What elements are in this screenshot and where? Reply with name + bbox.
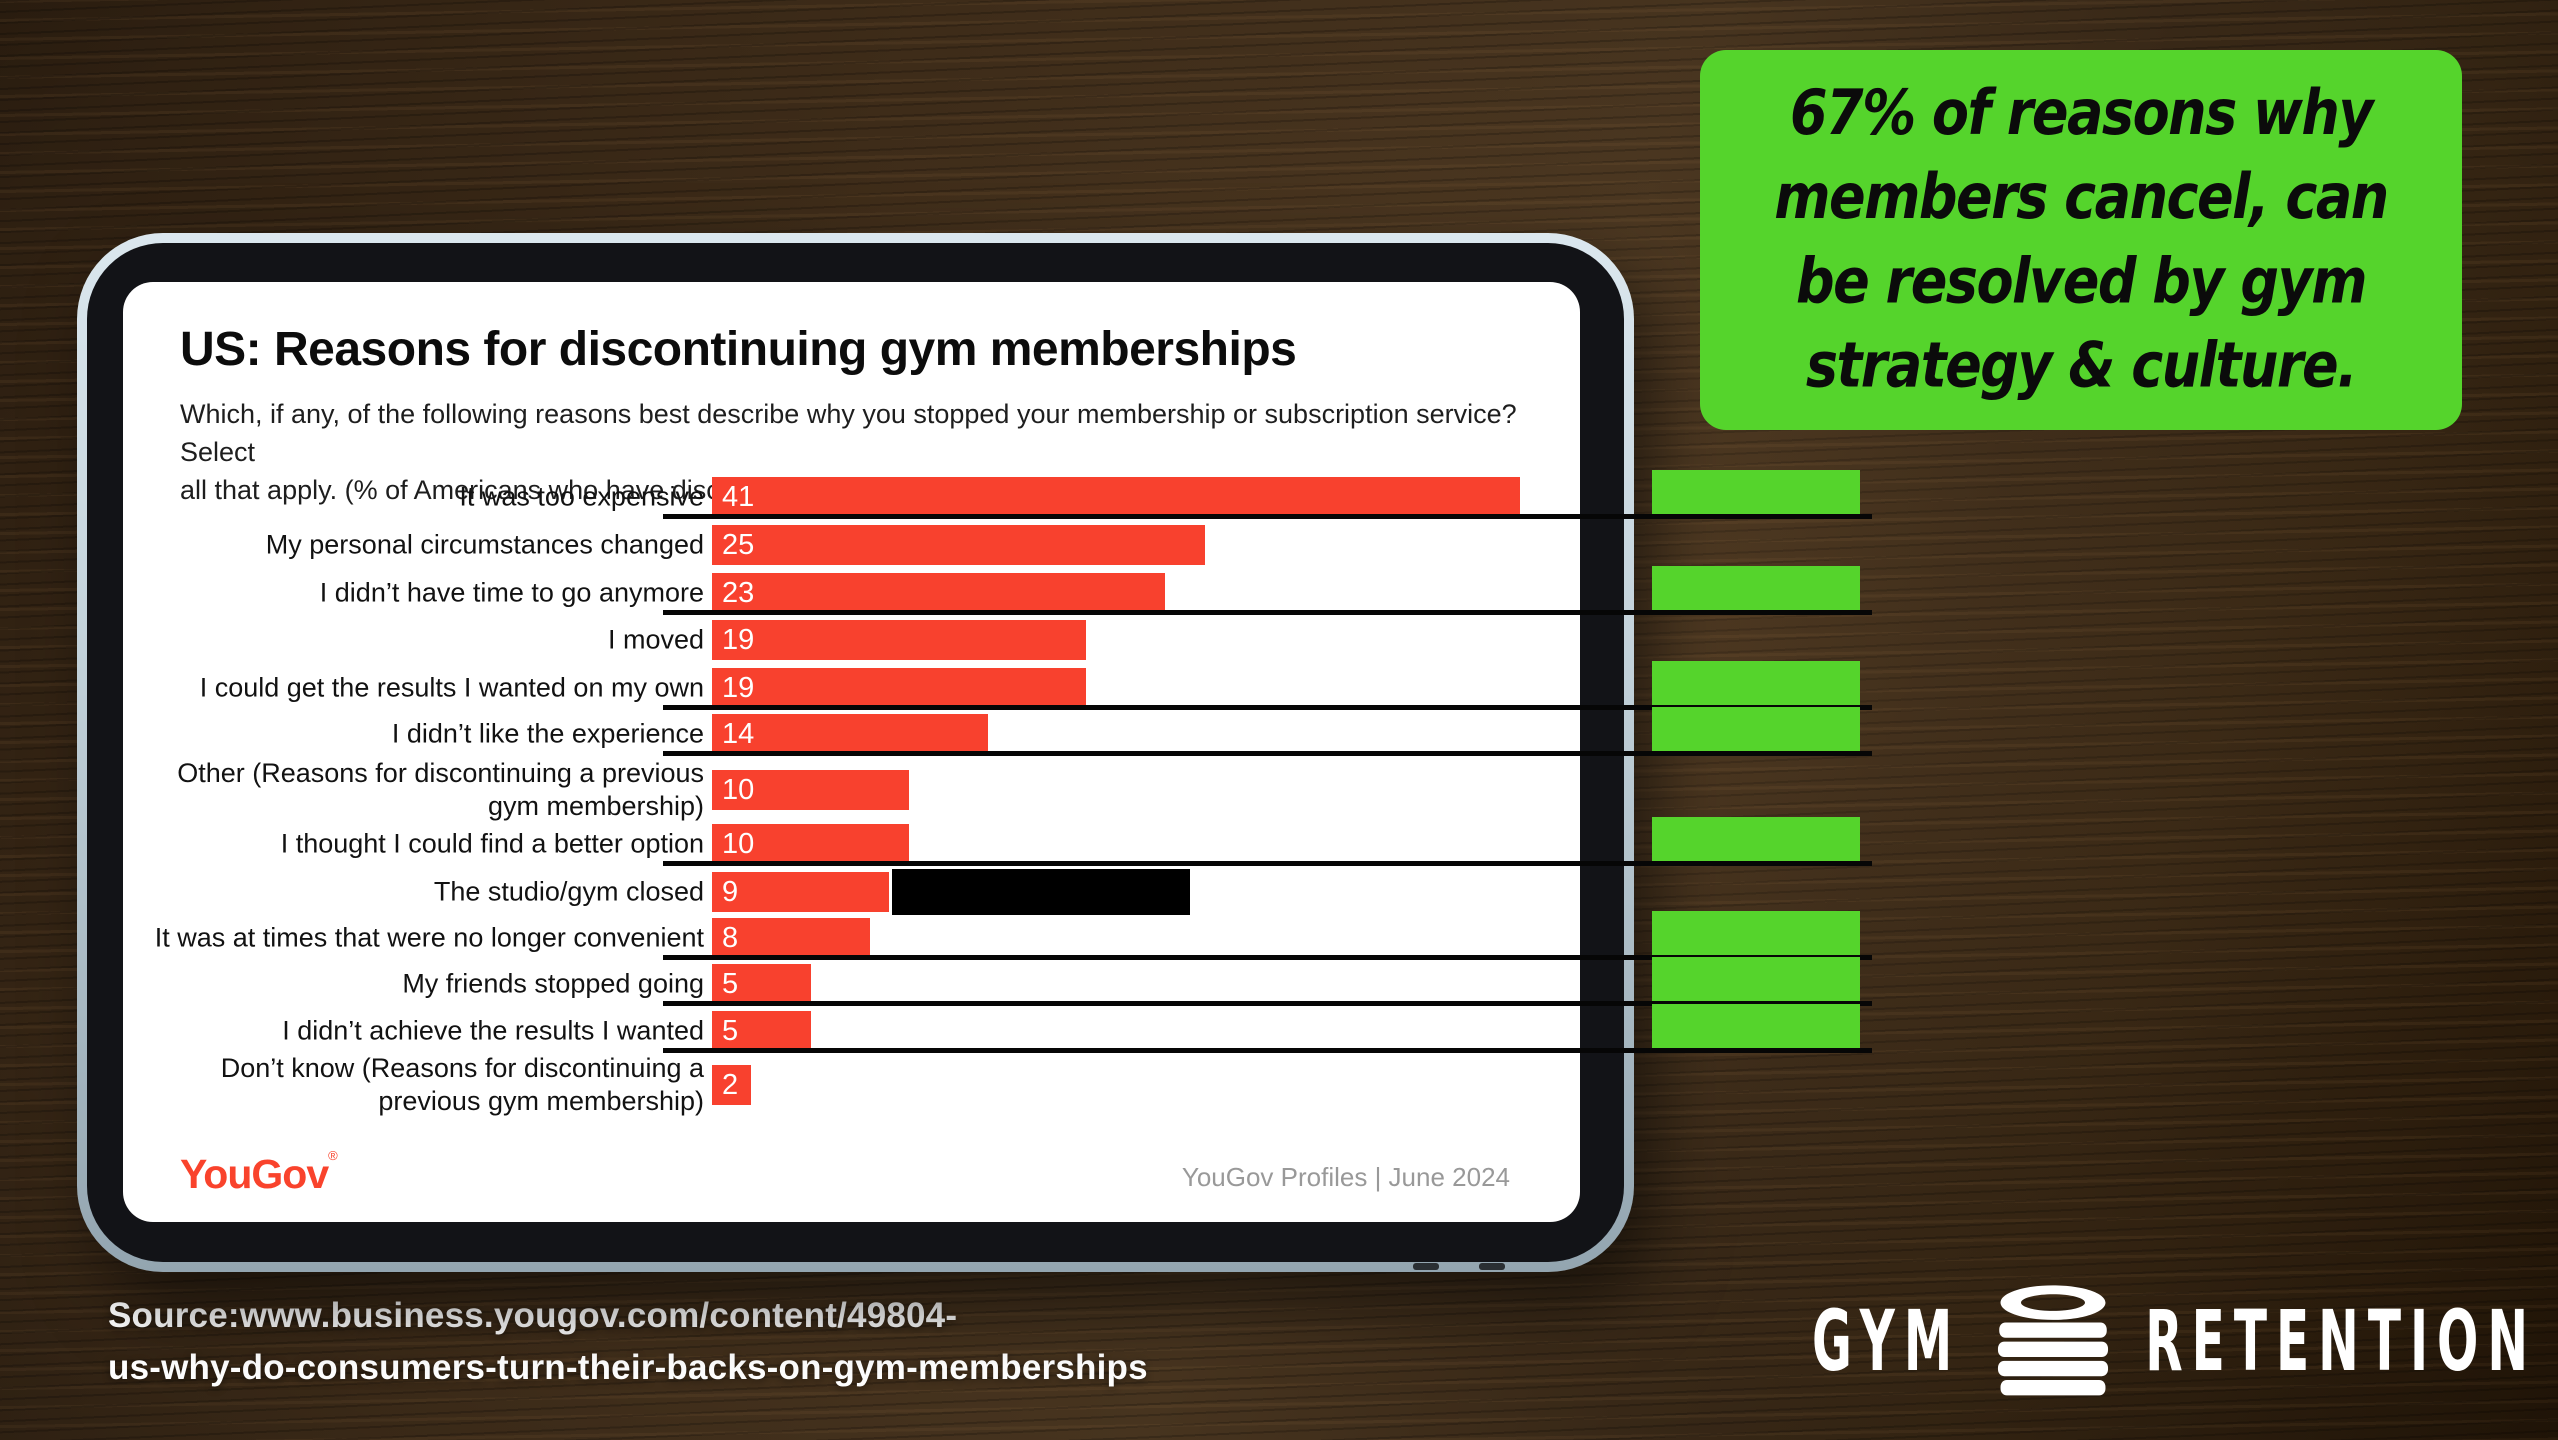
- tablet-port: [1413, 1263, 1439, 1270]
- category-label: My personal circumstances changed: [265, 529, 704, 560]
- gym-retention-logo: GYM RETENTION: [1812, 1282, 2537, 1400]
- value-label: 2: [722, 1069, 739, 1101]
- callout-text: 67% of reasons why members cancel, can b…: [1774, 76, 2389, 403]
- value-bar: 19: [712, 668, 1086, 708]
- connector-line: [663, 955, 1872, 960]
- callout-box: 67% of reasons why members cancel, can b…: [1700, 50, 2462, 430]
- value-bar: 9: [712, 872, 889, 912]
- value-bar: 10: [712, 770, 909, 810]
- connector-line: [663, 751, 1872, 756]
- category-label: I moved: [607, 624, 704, 655]
- value-label: 5: [722, 968, 739, 1000]
- value-label: 19: [722, 672, 755, 704]
- connector-line: [663, 1048, 1872, 1053]
- category-label: I didn’t achieve the results I wanted: [282, 1015, 704, 1046]
- brand-retention-text: RETENTION: [2145, 1292, 2537, 1390]
- value-label: 9: [722, 876, 739, 908]
- value-label: 8: [722, 922, 739, 954]
- source-text: Source:www.business.yougov.com/content/4…: [108, 1296, 1148, 1387]
- connector-line: [663, 1001, 1872, 1006]
- category-label: It was too expensive: [459, 481, 704, 512]
- category-label: I thought I could find a better option: [280, 828, 704, 859]
- highlight-bar: [1652, 470, 1860, 514]
- value-label: 10: [722, 828, 755, 860]
- category-label: My friends stopped going: [402, 968, 704, 999]
- value-label: 10: [722, 774, 755, 806]
- chart-source-caption: YouGov Profiles | June 2024: [1181, 1162, 1510, 1192]
- category-label: I didn’t have time to go anymore: [319, 577, 704, 608]
- value-label: 41: [722, 481, 755, 513]
- category-label: Other (Reasons for discontinuing a previ…: [177, 758, 704, 821]
- yougov-logo: YouGov®: [180, 1148, 338, 1198]
- value-label: 23: [722, 577, 755, 609]
- value-label: 14: [722, 718, 755, 750]
- weight-plates-stack-icon: [1998, 1285, 2109, 1396]
- highlight-bar: [1652, 661, 1860, 705]
- category-label: I could get the results I wanted on my o…: [199, 672, 704, 703]
- category-label: I didn’t like the experience: [391, 718, 704, 749]
- connector-line: [663, 705, 1872, 710]
- connector-line: [663, 861, 1872, 866]
- highlight-bar: [1652, 707, 1860, 751]
- value-bar: 19: [712, 620, 1086, 660]
- value-bar: 41: [712, 477, 1520, 517]
- redaction-box: [892, 869, 1190, 915]
- value-bar: 25: [712, 525, 1205, 565]
- yougov-logo-text: YouGov: [180, 1151, 329, 1197]
- highlight-bar: [1652, 957, 1860, 1001]
- connector-line: [663, 514, 1872, 519]
- value-label: 19: [722, 624, 755, 656]
- category-label: It was at times that were no longer conv…: [154, 922, 704, 953]
- value-label: 5: [722, 1015, 739, 1047]
- highlight-bar: [1652, 566, 1860, 610]
- brand-gym-text: GYM: [1812, 1292, 1962, 1390]
- chart-title: US: Reasons for discontinuing gym member…: [180, 323, 1297, 376]
- highlight-bar: [1652, 911, 1860, 955]
- value-bar: 23: [712, 573, 1165, 613]
- value-bar: 14: [712, 714, 988, 754]
- value-bar: 10: [712, 824, 909, 864]
- value-bar: 2: [712, 1065, 751, 1105]
- category-label: The studio/gym closed: [433, 876, 704, 907]
- connector-line: [663, 610, 1872, 615]
- value-bar: 5: [712, 1011, 811, 1051]
- tablet-port: [1479, 1263, 1505, 1270]
- category-label: Don’t know (Reasons for discontinuing a …: [220, 1053, 704, 1116]
- value-bar: 5: [712, 964, 811, 1004]
- value-label: 25: [722, 529, 755, 561]
- highlight-bar: [1652, 817, 1860, 861]
- registered-mark-icon: ®: [328, 1148, 338, 1163]
- highlight-bar: [1652, 1004, 1860, 1048]
- value-bar: 8: [712, 918, 870, 958]
